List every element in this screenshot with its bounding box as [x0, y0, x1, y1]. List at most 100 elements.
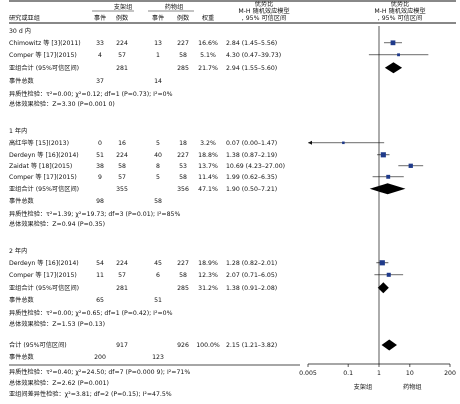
study-name: Zaidat 等 [18](2015) [9, 162, 72, 170]
study-name: Comper 等 [17](2015) [9, 271, 77, 279]
study-weight: 11.4% [198, 174, 218, 181]
total-group2: 926 [177, 342, 189, 349]
group1-total: 224 [116, 40, 128, 47]
events-total-label: 事件总数 [9, 77, 35, 85]
group2-total: 227 [177, 40, 189, 47]
total-label: 合计 (95%可信区间) [9, 341, 67, 349]
group1-total: 57 [118, 272, 126, 279]
group2-total: 58 [179, 174, 187, 181]
total-group1: 917 [116, 342, 128, 349]
total-weight: 100.0% [196, 342, 220, 349]
subtotal-weight: 31.2% [198, 285, 218, 292]
study-or-marker [386, 272, 391, 277]
total-or-ci: 2.15 (1.21–3.82) [226, 342, 277, 349]
group1-events: 0 [98, 140, 102, 147]
events-total-group1: 65 [96, 297, 104, 304]
subtotal-weight: 47.1% [198, 186, 218, 193]
group1-events-header: 事件 [94, 14, 106, 22]
study-weight: 13.7% [198, 163, 218, 170]
plot-header-line3: , 95% 可信区间 [378, 14, 422, 22]
total-overall-effect: 总体效果检验：Z=2.62 (P=0.001) [9, 379, 109, 387]
events-total-label: 事件总数 [9, 197, 35, 205]
study-name: Comper 等 [17](2015) [9, 51, 77, 59]
study-or-ci: 2.07 (0.71–6.05) [226, 272, 277, 279]
group2-events-header: 事件 [152, 14, 164, 22]
study-or-marker [380, 152, 386, 158]
favors-right-label: 药物组 [403, 383, 422, 391]
x-axis-tick-label: 200 [444, 370, 456, 377]
subtotal-or-ci: 1.90 (0.50–7.21) [226, 186, 277, 193]
study-or-ci: 2.84 (1.45–5.56) [226, 40, 277, 47]
total-heterogeneity: 异质性检验：τ²=0.40; χ²=24.50; df=7 (P=0.000 9… [9, 368, 190, 376]
group2-events: 45 [154, 260, 162, 267]
plot-header-line2: M-H 随机效应模型 [374, 7, 425, 15]
heterogeneity-text: 异质性检验：τ²=1.39; χ²=19.73; df=3 (P=0.01); … [9, 210, 180, 218]
favors-left-label: 支架组 [354, 383, 373, 391]
overall-effect-text: 总体效果检验：Z=0.94 (P=0.35) [9, 220, 105, 228]
group2-events: 6 [156, 272, 160, 279]
group1-total: 224 [116, 260, 128, 267]
subgroup-heading: 2 年内 [9, 247, 27, 255]
or-header-line1: 优势比 [255, 0, 274, 8]
group1-header: 支架组 [114, 3, 133, 11]
total-events-group1: 200 [94, 354, 106, 361]
group2-events: 5 [156, 140, 160, 147]
events-total-group2: 51 [154, 297, 162, 304]
x-axis-tick-label: 0.1 [343, 370, 353, 377]
overall-effect-text: 总体效果检验：Z=1.53 (P=0.13) [9, 320, 105, 328]
study-or-ci: 1.99 (0.62–6.35) [226, 174, 277, 181]
group1-total: 224 [116, 152, 128, 159]
x-axis-tick-label: 10 [406, 370, 414, 377]
subgroup-heading: 1 年内 [9, 127, 27, 135]
group2-events: 5 [156, 174, 160, 181]
group1-events: 9 [98, 174, 102, 181]
study-column-header: 研究或亚组 [9, 14, 40, 22]
subtotal-group1-total: 355 [116, 186, 128, 193]
group1-events: 33 [96, 40, 104, 47]
study-weight: 12.3% [198, 272, 218, 279]
subtotal-or-ci: 2.94 (1.55–5.60) [226, 65, 277, 72]
subtotal-group2-total: 356 [177, 186, 189, 193]
study-or-marker [397, 53, 400, 57]
total-events-label: 事件总数 [9, 353, 35, 361]
subtotal-group1-total: 281 [116, 285, 128, 292]
subtotal-label: 亚组合计 (95%可信区间) [9, 185, 79, 193]
study-name: Chimowitz 等 [3](2011) [9, 39, 81, 47]
group1-events: 11 [96, 272, 104, 279]
study-weight: 18.9% [198, 260, 218, 267]
group2-events: 40 [154, 152, 162, 159]
study-weight: 5.1% [200, 52, 216, 59]
group2-events: 1 [156, 52, 160, 59]
study-name: 高红华等 [15](2013) [9, 139, 69, 147]
study-name: Derdeyn 等 [16](2014) [9, 151, 79, 159]
subtotal-diamond [384, 62, 403, 74]
study-weight: 3.2% [200, 140, 216, 147]
group2-total: 58 [179, 272, 187, 279]
group1-total: 16 [118, 140, 126, 147]
study-ci-line-arrow-left [308, 140, 312, 145]
group2-events: 13 [154, 40, 162, 47]
subtotal-diamond [377, 282, 389, 294]
group1-events: 51 [96, 152, 104, 159]
study-or-ci: 10.69 (4.23–27.00) [226, 163, 285, 170]
study-name: Comper 等 [17](2015) [9, 173, 77, 181]
study-or-marker [379, 260, 385, 266]
subtotal-group2-total: 285 [177, 65, 189, 72]
study-or-ci: 1.28 (0.82–2.01) [226, 260, 277, 267]
plot-header-line1: 优势比 [391, 0, 410, 8]
group2-total: 227 [177, 260, 189, 267]
or-header-line2: M-H 随机效应模型 [238, 7, 289, 15]
subgroup-difference-test: 亚组间差异性检验：χ²=3.81; df=2 (P=0.15); I²=47.5… [9, 390, 172, 398]
events-total-group1: 37 [96, 78, 104, 85]
heterogeneity-text: 异质性检验：τ²=0.00; χ²=0.12; df=1 (P=0.73); I… [9, 90, 173, 98]
group1-events: 4 [98, 52, 102, 59]
x-axis-tick-label: 0.005 [299, 370, 317, 377]
weight-header: 权重 [202, 14, 214, 22]
study-weight: 18.8% [198, 152, 218, 159]
events-total-label: 事件总数 [9, 296, 35, 304]
subtotal-label: 亚组合计 (95%可信区间) [9, 64, 79, 72]
subtotal-group1-total: 281 [116, 65, 128, 72]
group2-total-header: 例数 [177, 14, 190, 22]
subgroup-heading: 30 d 内 [9, 27, 31, 35]
